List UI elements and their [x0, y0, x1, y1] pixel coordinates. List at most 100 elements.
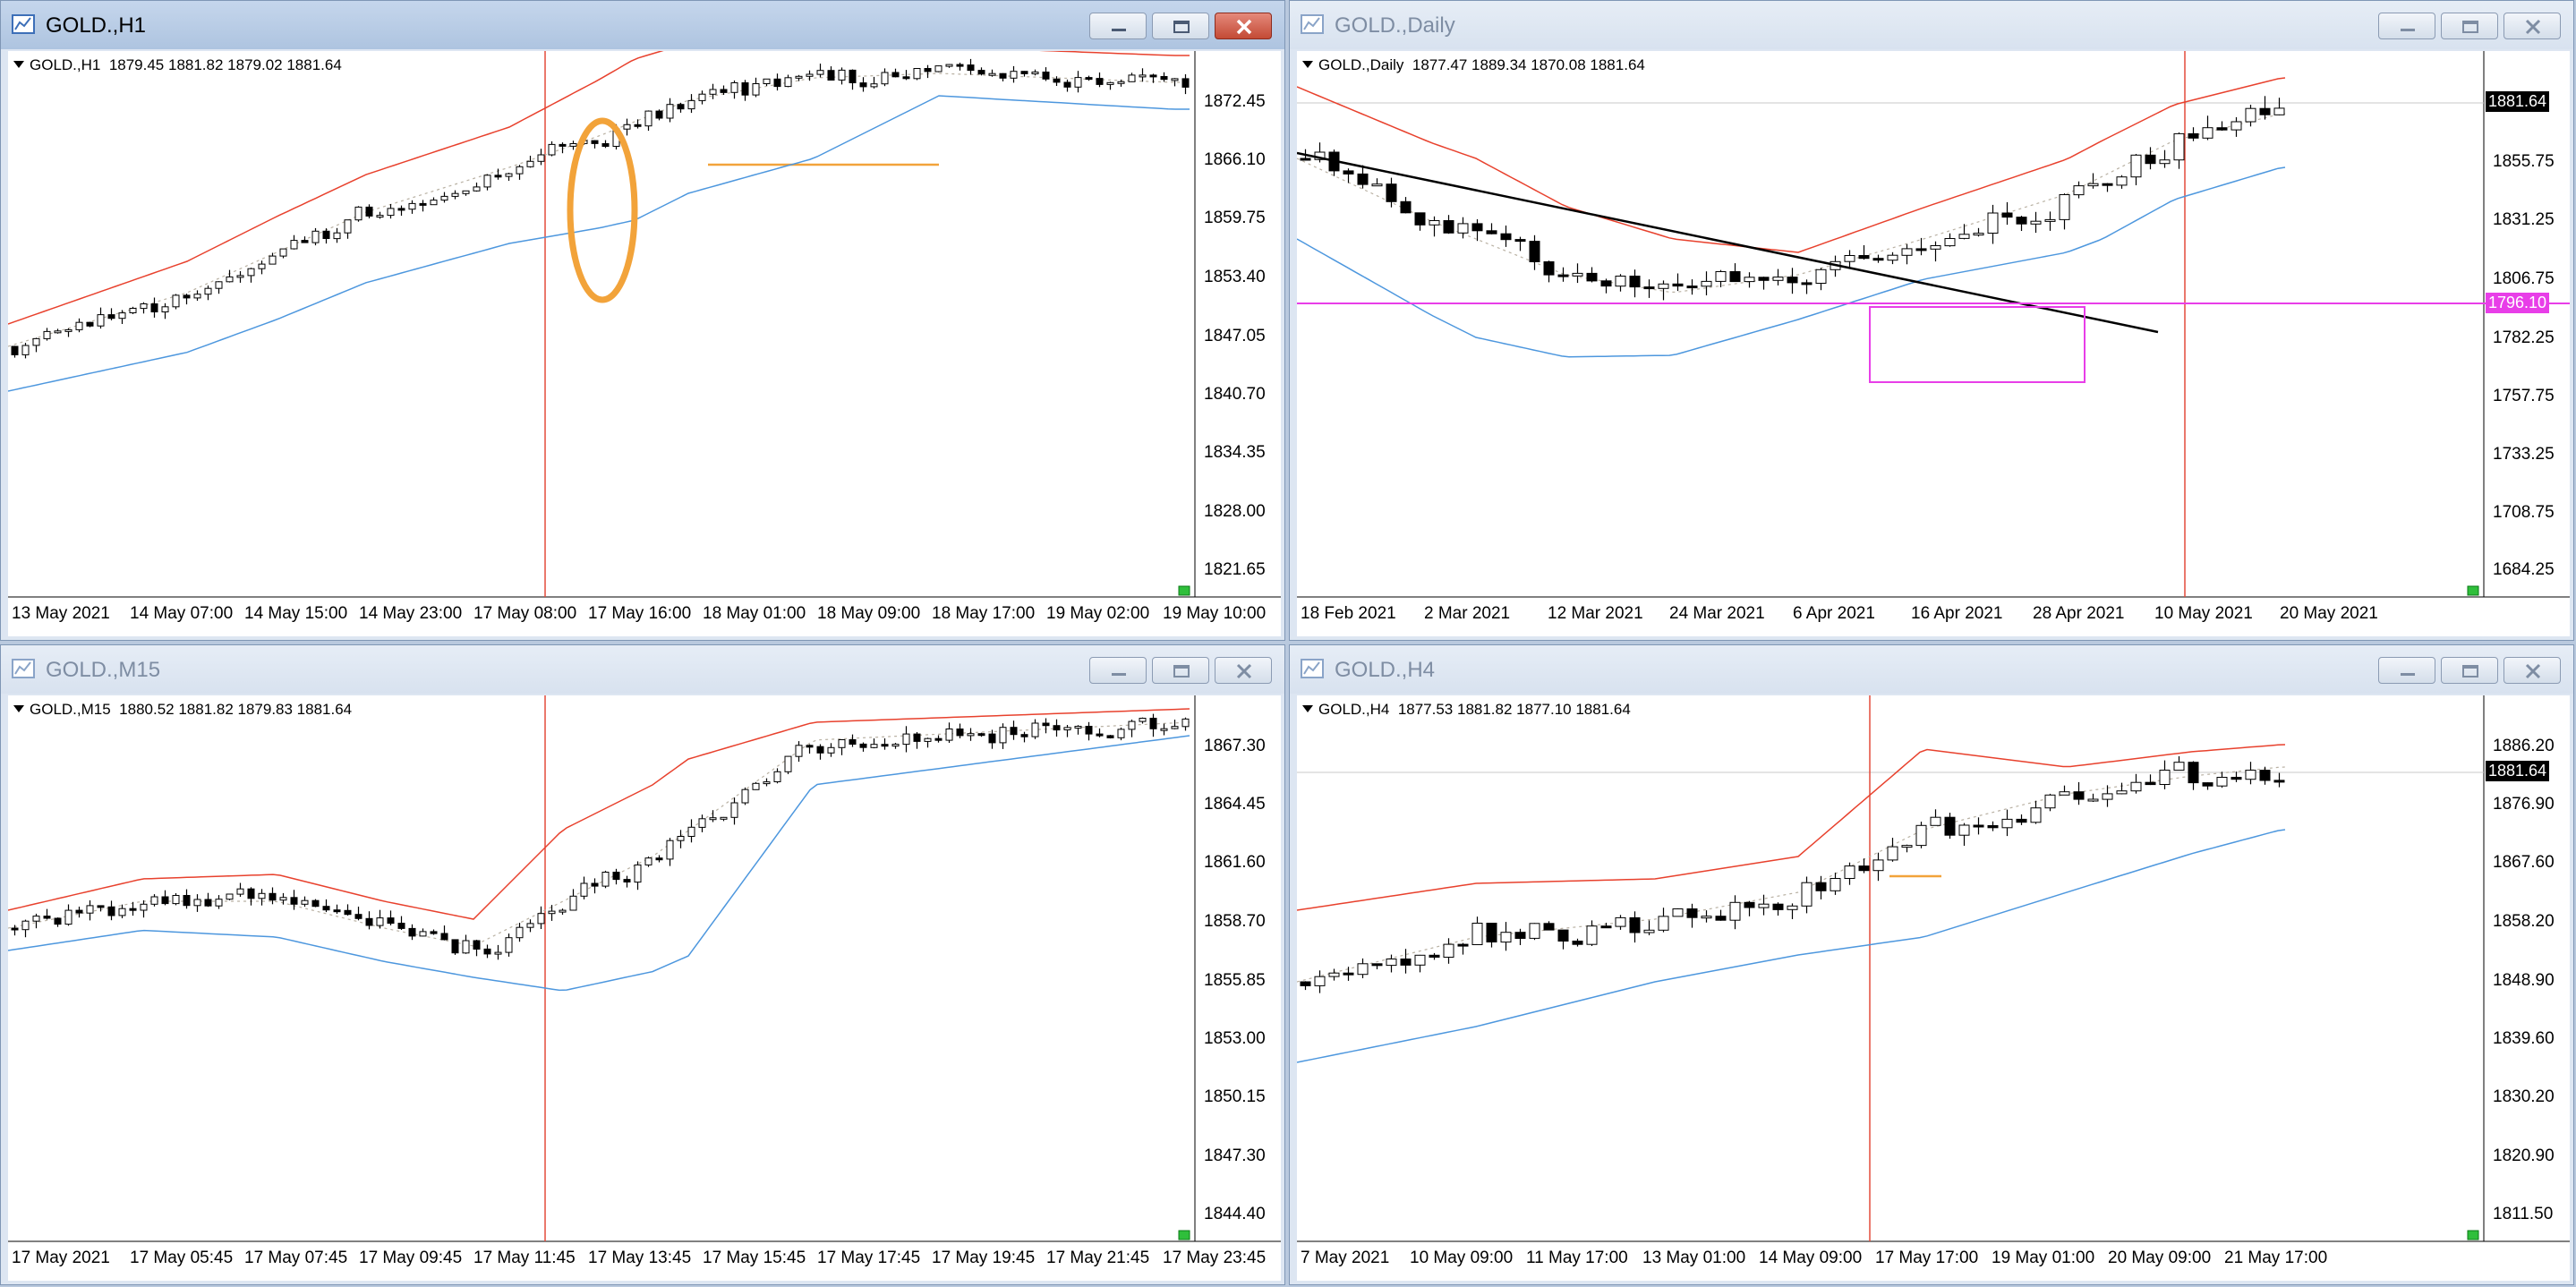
time-tick: 17 May 08:00	[473, 604, 577, 623]
chart-canvas[interactable]	[1297, 51, 2570, 636]
time-tick: 13 May 01:00	[1642, 1249, 1746, 1267]
range-rectangle[interactable]	[1869, 306, 2086, 383]
trend-line[interactable]	[1297, 151, 2159, 334]
candle-body	[473, 186, 481, 192]
time-tick: 19 May 02:00	[1046, 604, 1150, 623]
title-bar[interactable]: GOLD.,H4	[1290, 645, 2573, 694]
candle-body	[2130, 154, 2142, 178]
bb-mid-line	[8, 721, 1190, 947]
candle-body	[1053, 78, 1061, 83]
candle-body	[107, 906, 115, 916]
chart-area[interactable]: GOLD.,H1 1879.45 1881.82 1879.02 1881.64…	[8, 51, 1281, 636]
chart-area[interactable]: GOLD.,H4 1877.53 1881.82 1877.10 1881.64…	[1297, 695, 2570, 1281]
candle-body	[988, 72, 996, 76]
current-price-label: 1881.64	[2486, 761, 2550, 781]
candle-body	[720, 89, 728, 93]
chart-area[interactable]: GOLD.,Daily 1877.47 1889.34 1870.08 1881…	[1297, 51, 2570, 636]
candle-body	[709, 89, 717, 95]
dropdown-triangle-icon[interactable]	[13, 705, 24, 712]
candle-body	[1429, 220, 1440, 226]
candle-body	[1930, 245, 1941, 250]
candle-body	[172, 895, 180, 905]
candle-body	[354, 914, 363, 919]
candle-body	[2116, 790, 2128, 795]
dropdown-triangle-icon[interactable]	[13, 61, 24, 68]
minimize-button[interactable]	[1089, 13, 1147, 39]
candle-body	[2001, 212, 2013, 218]
title-bar[interactable]: GOLD.,H1	[1, 1, 1284, 49]
close-icon	[2525, 19, 2541, 35]
candle-body	[1486, 230, 1497, 234]
candle-body	[1020, 734, 1028, 737]
title-bar[interactable]: GOLD.,M15	[1, 645, 1284, 694]
bb-mid-line	[1297, 766, 2286, 983]
candle-body	[698, 93, 706, 101]
autoscroll-marker[interactable]	[2467, 585, 2479, 596]
candle-body	[1457, 223, 1469, 234]
candle-body	[1944, 238, 1956, 247]
restore-button[interactable]	[1152, 13, 1209, 39]
candle-body	[387, 917, 395, 925]
minimize-button[interactable]	[1089, 657, 1147, 684]
close-button[interactable]	[1215, 13, 1272, 39]
candle-body	[1386, 183, 1397, 202]
restore-button[interactable]	[1152, 657, 1209, 684]
close-button[interactable]	[2503, 657, 2561, 684]
candle-body	[226, 276, 234, 283]
minimize-button[interactable]	[2378, 657, 2435, 684]
close-button[interactable]	[1215, 657, 1272, 684]
dropdown-triangle-icon[interactable]	[1302, 61, 1313, 68]
chart-window-m15[interactable]: GOLD.,M15 GOLD.,M15 1880.52 1881.82 1879…	[0, 644, 1285, 1285]
candle-body	[1686, 286, 1698, 289]
candle-body	[1701, 280, 1712, 287]
dropdown-triangle-icon[interactable]	[1302, 705, 1313, 712]
bollinger-bands	[8, 708, 1190, 992]
price-tick: 1820.90	[2493, 1146, 2555, 1165]
bb-upper-line	[1297, 77, 2286, 253]
candle-body	[1171, 726, 1179, 729]
candle-body	[397, 923, 405, 929]
candle-body	[1915, 248, 1927, 251]
candle-body	[763, 78, 771, 84]
candle-body	[1872, 859, 1884, 872]
candle-body	[859, 743, 867, 748]
candle-body	[1149, 718, 1157, 729]
restore-icon	[1173, 21, 1190, 33]
restore-button[interactable]	[2441, 13, 2498, 39]
chart-canvas[interactable]	[8, 695, 1281, 1281]
autoscroll-marker[interactable]	[1178, 1230, 1190, 1240]
time-tick: 17 May 15:45	[703, 1249, 806, 1267]
bb-lower-line	[8, 95, 1190, 392]
candle-body	[2030, 220, 2042, 225]
candle-body	[1772, 277, 1784, 281]
candle-body	[1074, 77, 1082, 88]
title-bar[interactable]: GOLD.,Daily	[1290, 1, 2573, 49]
autoscroll-marker[interactable]	[2467, 1230, 2479, 1240]
restore-button[interactable]	[2441, 657, 2498, 684]
candle-body	[2044, 218, 2056, 222]
candle-body	[849, 739, 857, 745]
chart-canvas[interactable]	[1297, 695, 2570, 1281]
candle-body	[881, 72, 889, 85]
candle-body	[1987, 825, 1999, 829]
candle-body	[1672, 283, 1684, 287]
price-tick: 1867.60	[2493, 853, 2555, 872]
chart-area[interactable]: GOLD.,M15 1880.52 1881.82 1879.83 1881.6…	[8, 695, 1281, 1281]
candle-body	[1944, 816, 1956, 836]
chart-window-h1[interactable]: GOLD.,H1 GOLD.,H1 1879.45 1881.82 1879.0…	[0, 0, 1285, 641]
minimize-button[interactable]	[2378, 13, 2435, 39]
chart-canvas[interactable]	[8, 51, 1281, 636]
minimize-icon	[2401, 29, 2415, 31]
close-button[interactable]	[2503, 13, 2561, 39]
candle-body	[1042, 72, 1050, 80]
price-tick: 1831.25	[2493, 210, 2555, 229]
chart-window-h4[interactable]: GOLD.,H4 GOLD.,H4 1877.53 1881.82 1877.1…	[1289, 644, 2574, 1285]
bb-mid-line	[8, 72, 1190, 347]
candle-body	[1414, 954, 1426, 966]
candle-body	[913, 68, 921, 80]
time-tick: 20 May 09:00	[2108, 1249, 2212, 1267]
restore-icon	[2462, 21, 2478, 33]
candle-body	[1063, 81, 1071, 88]
chart-window-daily[interactable]: GOLD.,Daily GOLD.,Daily 1877.47 1889.34 …	[1289, 0, 2574, 641]
autoscroll-marker[interactable]	[1178, 585, 1190, 596]
